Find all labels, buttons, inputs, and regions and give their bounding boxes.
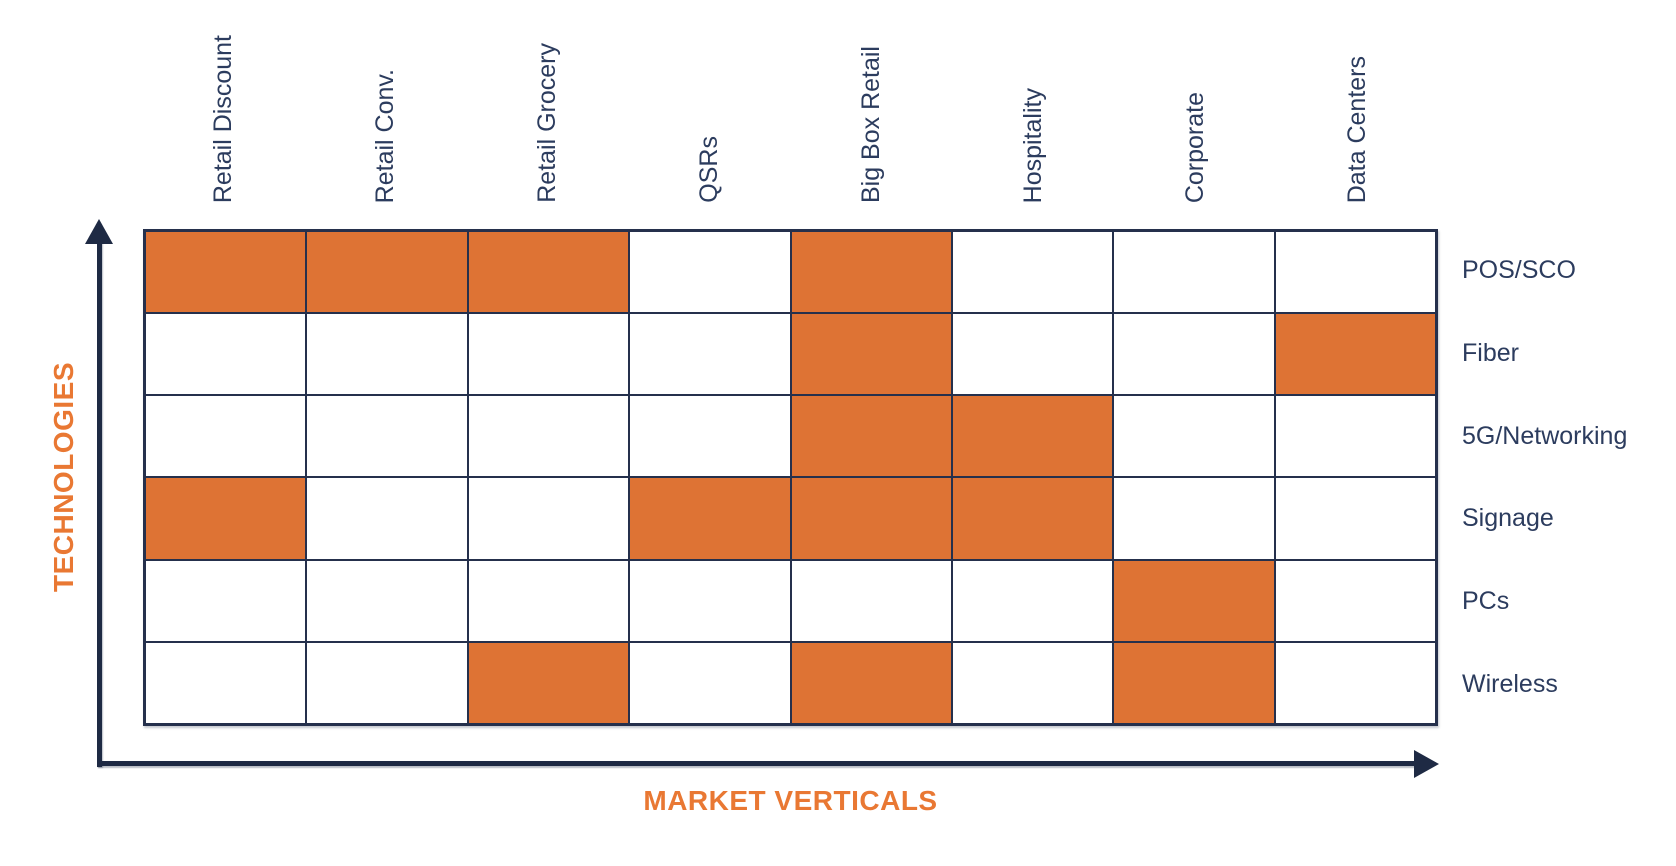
- matrix-cell: [630, 560, 790, 641]
- matrix-cell: [1114, 232, 1274, 313]
- x-axis-arrowhead-icon: [1414, 750, 1439, 778]
- matrix-cell: [791, 560, 951, 641]
- matrix-cell: [307, 478, 467, 559]
- matrix-cell: [952, 642, 1113, 723]
- row-label: 5G/Networking: [1462, 421, 1628, 450]
- matrix-cell: [146, 396, 306, 477]
- matrix-cell: [630, 314, 790, 395]
- matrix-cell: [468, 232, 629, 313]
- matrix-cell: [791, 642, 951, 723]
- matrix-cell: [1275, 232, 1435, 313]
- row-label: Fiber: [1462, 338, 1519, 367]
- column-header: Retail Conv.: [305, 0, 467, 229]
- x-axis-line: [97, 761, 1417, 766]
- column-header: Retail Discount: [143, 0, 305, 229]
- matrix-cell: [468, 560, 629, 641]
- column-header: Big Box Retail: [791, 0, 953, 229]
- matrix-cell: [630, 478, 790, 559]
- matrix-cell: [1114, 642, 1274, 723]
- matrix-cell: [468, 642, 629, 723]
- matrix-cell: [146, 314, 306, 395]
- matrix-cell: [952, 396, 1113, 477]
- column-header-label: Retail Grocery: [533, 43, 562, 203]
- matrix-cell: [952, 560, 1113, 641]
- matrix-cell: [468, 396, 629, 477]
- row-label: POS/SCO: [1462, 255, 1576, 284]
- y-axis-line: [97, 240, 102, 767]
- matrix-grid: [143, 229, 1438, 726]
- column-header-label: QSRs: [695, 136, 724, 203]
- matrix-cell: [146, 560, 306, 641]
- matrix-cell: [468, 314, 629, 395]
- matrix-cell: [791, 232, 951, 313]
- matrix-cell: [307, 396, 467, 477]
- column-header-label: Hospitality: [1018, 87, 1047, 203]
- matrix-cell: [791, 478, 951, 559]
- matrix-cell: [1114, 396, 1274, 477]
- row-label: Signage: [1462, 504, 1554, 533]
- column-header: Retail Grocery: [467, 0, 629, 229]
- column-header-label: Retail Conv.: [371, 68, 400, 203]
- matrix-cell: [630, 396, 790, 477]
- column-header-label: Retail Discount: [209, 34, 238, 203]
- row-label: PCs: [1462, 587, 1510, 616]
- matrix-cell: [1275, 314, 1435, 395]
- column-header: Hospitality: [952, 0, 1114, 229]
- row-label: Wireless: [1462, 670, 1558, 699]
- matrix-cell: [630, 642, 790, 723]
- matrix-cell: [1114, 560, 1274, 641]
- column-header: Corporate: [1114, 0, 1276, 229]
- column-header: QSRs: [629, 0, 791, 229]
- matrix-cell: [630, 232, 790, 313]
- matrix-cell: [1114, 314, 1274, 395]
- matrix-cell: [791, 314, 951, 395]
- y-axis-title: TECHNOLOGIES: [48, 362, 79, 593]
- matrix-cell: [146, 478, 306, 559]
- y-axis-title-box: TECHNOLOGIES: [34, 229, 94, 726]
- matrix-cell: [952, 478, 1113, 559]
- row-labels: POS/SCO Fiber 5G/Networking Signage PCs Wirel…: [1462, 229, 1676, 726]
- matrix-cell: [1275, 560, 1435, 641]
- matrix-cell: [1275, 396, 1435, 477]
- x-axis-title: MARKET VERTICALS: [643, 785, 938, 816]
- column-header-label: Big Box Retail: [856, 45, 885, 203]
- matrix-cell: [1275, 478, 1435, 559]
- y-axis-arrowhead-icon: [85, 219, 113, 244]
- matrix-cell: [791, 396, 951, 477]
- matrix-cell: [307, 314, 467, 395]
- matrix-cell: [307, 642, 467, 723]
- column-header: Data Centers: [1276, 0, 1438, 229]
- matrix-cell: [952, 232, 1113, 313]
- matrix-cell: [468, 478, 629, 559]
- matrix-cell: [1114, 478, 1274, 559]
- column-headers: Retail Discount Retail Conv. Retail Grocer…: [143, 0, 1438, 229]
- matrix-cell: [146, 232, 306, 313]
- matrix-cell: [952, 314, 1113, 395]
- matrix-cell: [307, 232, 467, 313]
- matrix-cell: [146, 642, 306, 723]
- column-header-label: Data Centers: [1342, 55, 1371, 203]
- matrix-cell: [307, 560, 467, 641]
- column-header-label: Corporate: [1180, 91, 1209, 203]
- matrix-cell: [1275, 642, 1435, 723]
